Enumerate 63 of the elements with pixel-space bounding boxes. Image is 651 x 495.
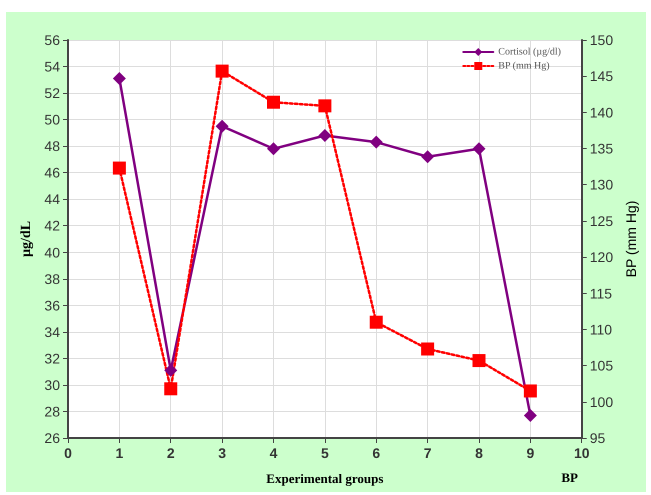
y-tick-label: 46 [44, 164, 60, 181]
y2-tick-label: 140 [590, 104, 614, 120]
x-tick-label: 0 [64, 445, 72, 461]
y-tick-label: 56 [44, 32, 60, 48]
y-axis-title: µg/dL [19, 220, 34, 258]
y-tick-label: 44 [44, 191, 60, 208]
point [266, 96, 280, 109]
y-tick-label: 36 [44, 297, 60, 314]
y-tick-label: 34 [44, 324, 60, 340]
x-tick-label: 8 [475, 445, 484, 461]
point [421, 150, 434, 164]
y-tick-label: 32 [44, 350, 60, 366]
y-tick-label: 26 [44, 430, 60, 446]
y-tick-label: 52 [44, 85, 60, 102]
y-tick-label: 38 [44, 270, 60, 287]
point [216, 64, 229, 78]
x-tick-label: 1 [115, 445, 124, 461]
x-tick-label: 7 [424, 445, 432, 461]
y-tick-label: 48 [44, 138, 60, 154]
legend-label: BP (mm Hg) [498, 60, 550, 72]
y2-tick-label: 125 [590, 212, 614, 229]
y-tick-label: 50 [44, 112, 60, 128]
y2-tick-label: 135 [590, 140, 614, 157]
y2-tick-label: 115 [590, 285, 612, 302]
text: BP [561, 470, 578, 485]
point [266, 142, 280, 156]
point [216, 120, 229, 133]
y2-tick-label: 145 [590, 68, 614, 84]
point [370, 316, 383, 329]
point [524, 384, 537, 398]
x-tick-label: 5 [320, 445, 329, 461]
point [524, 408, 537, 422]
x-tick-label: 3 [218, 445, 226, 461]
y2-tick-label: 100 [590, 394, 614, 410]
legend-label: Cortisol (µg/dl) [498, 46, 562, 58]
point [318, 129, 332, 142]
x-tick-label: 6 [372, 445, 380, 461]
y-tick-label: 42 [44, 218, 60, 234]
x-tick-label: 10 [574, 445, 590, 461]
point [164, 364, 178, 377]
y2-tick-label: 150 [590, 32, 614, 48]
y-tick-label: 54 [44, 58, 60, 75]
x-tick-label: 4 [270, 445, 278, 461]
x-tick-label: 2 [166, 445, 175, 461]
point [112, 162, 126, 175]
y-tick-label: 40 [44, 244, 60, 260]
y2-tick-label: 120 [590, 249, 614, 266]
x-tick-label: 9 [526, 445, 534, 461]
x-axis-title: Experimental groups [266, 471, 384, 486]
y-tick-label: 30 [44, 376, 60, 393]
y-tick-label: 28 [44, 403, 60, 420]
point [164, 382, 178, 396]
y2-tick-label: 130 [590, 176, 614, 193]
y2-tick-label: 105 [590, 358, 614, 374]
point [472, 354, 486, 368]
y2-axis-title: BP (mm Hg) [623, 200, 639, 278]
point [318, 99, 332, 112]
point [472, 142, 486, 156]
y2-tick-label: 110 [590, 321, 612, 338]
point [421, 342, 434, 356]
y2-tick-label: 95 [590, 430, 606, 446]
point [112, 72, 126, 85]
point [370, 136, 383, 149]
